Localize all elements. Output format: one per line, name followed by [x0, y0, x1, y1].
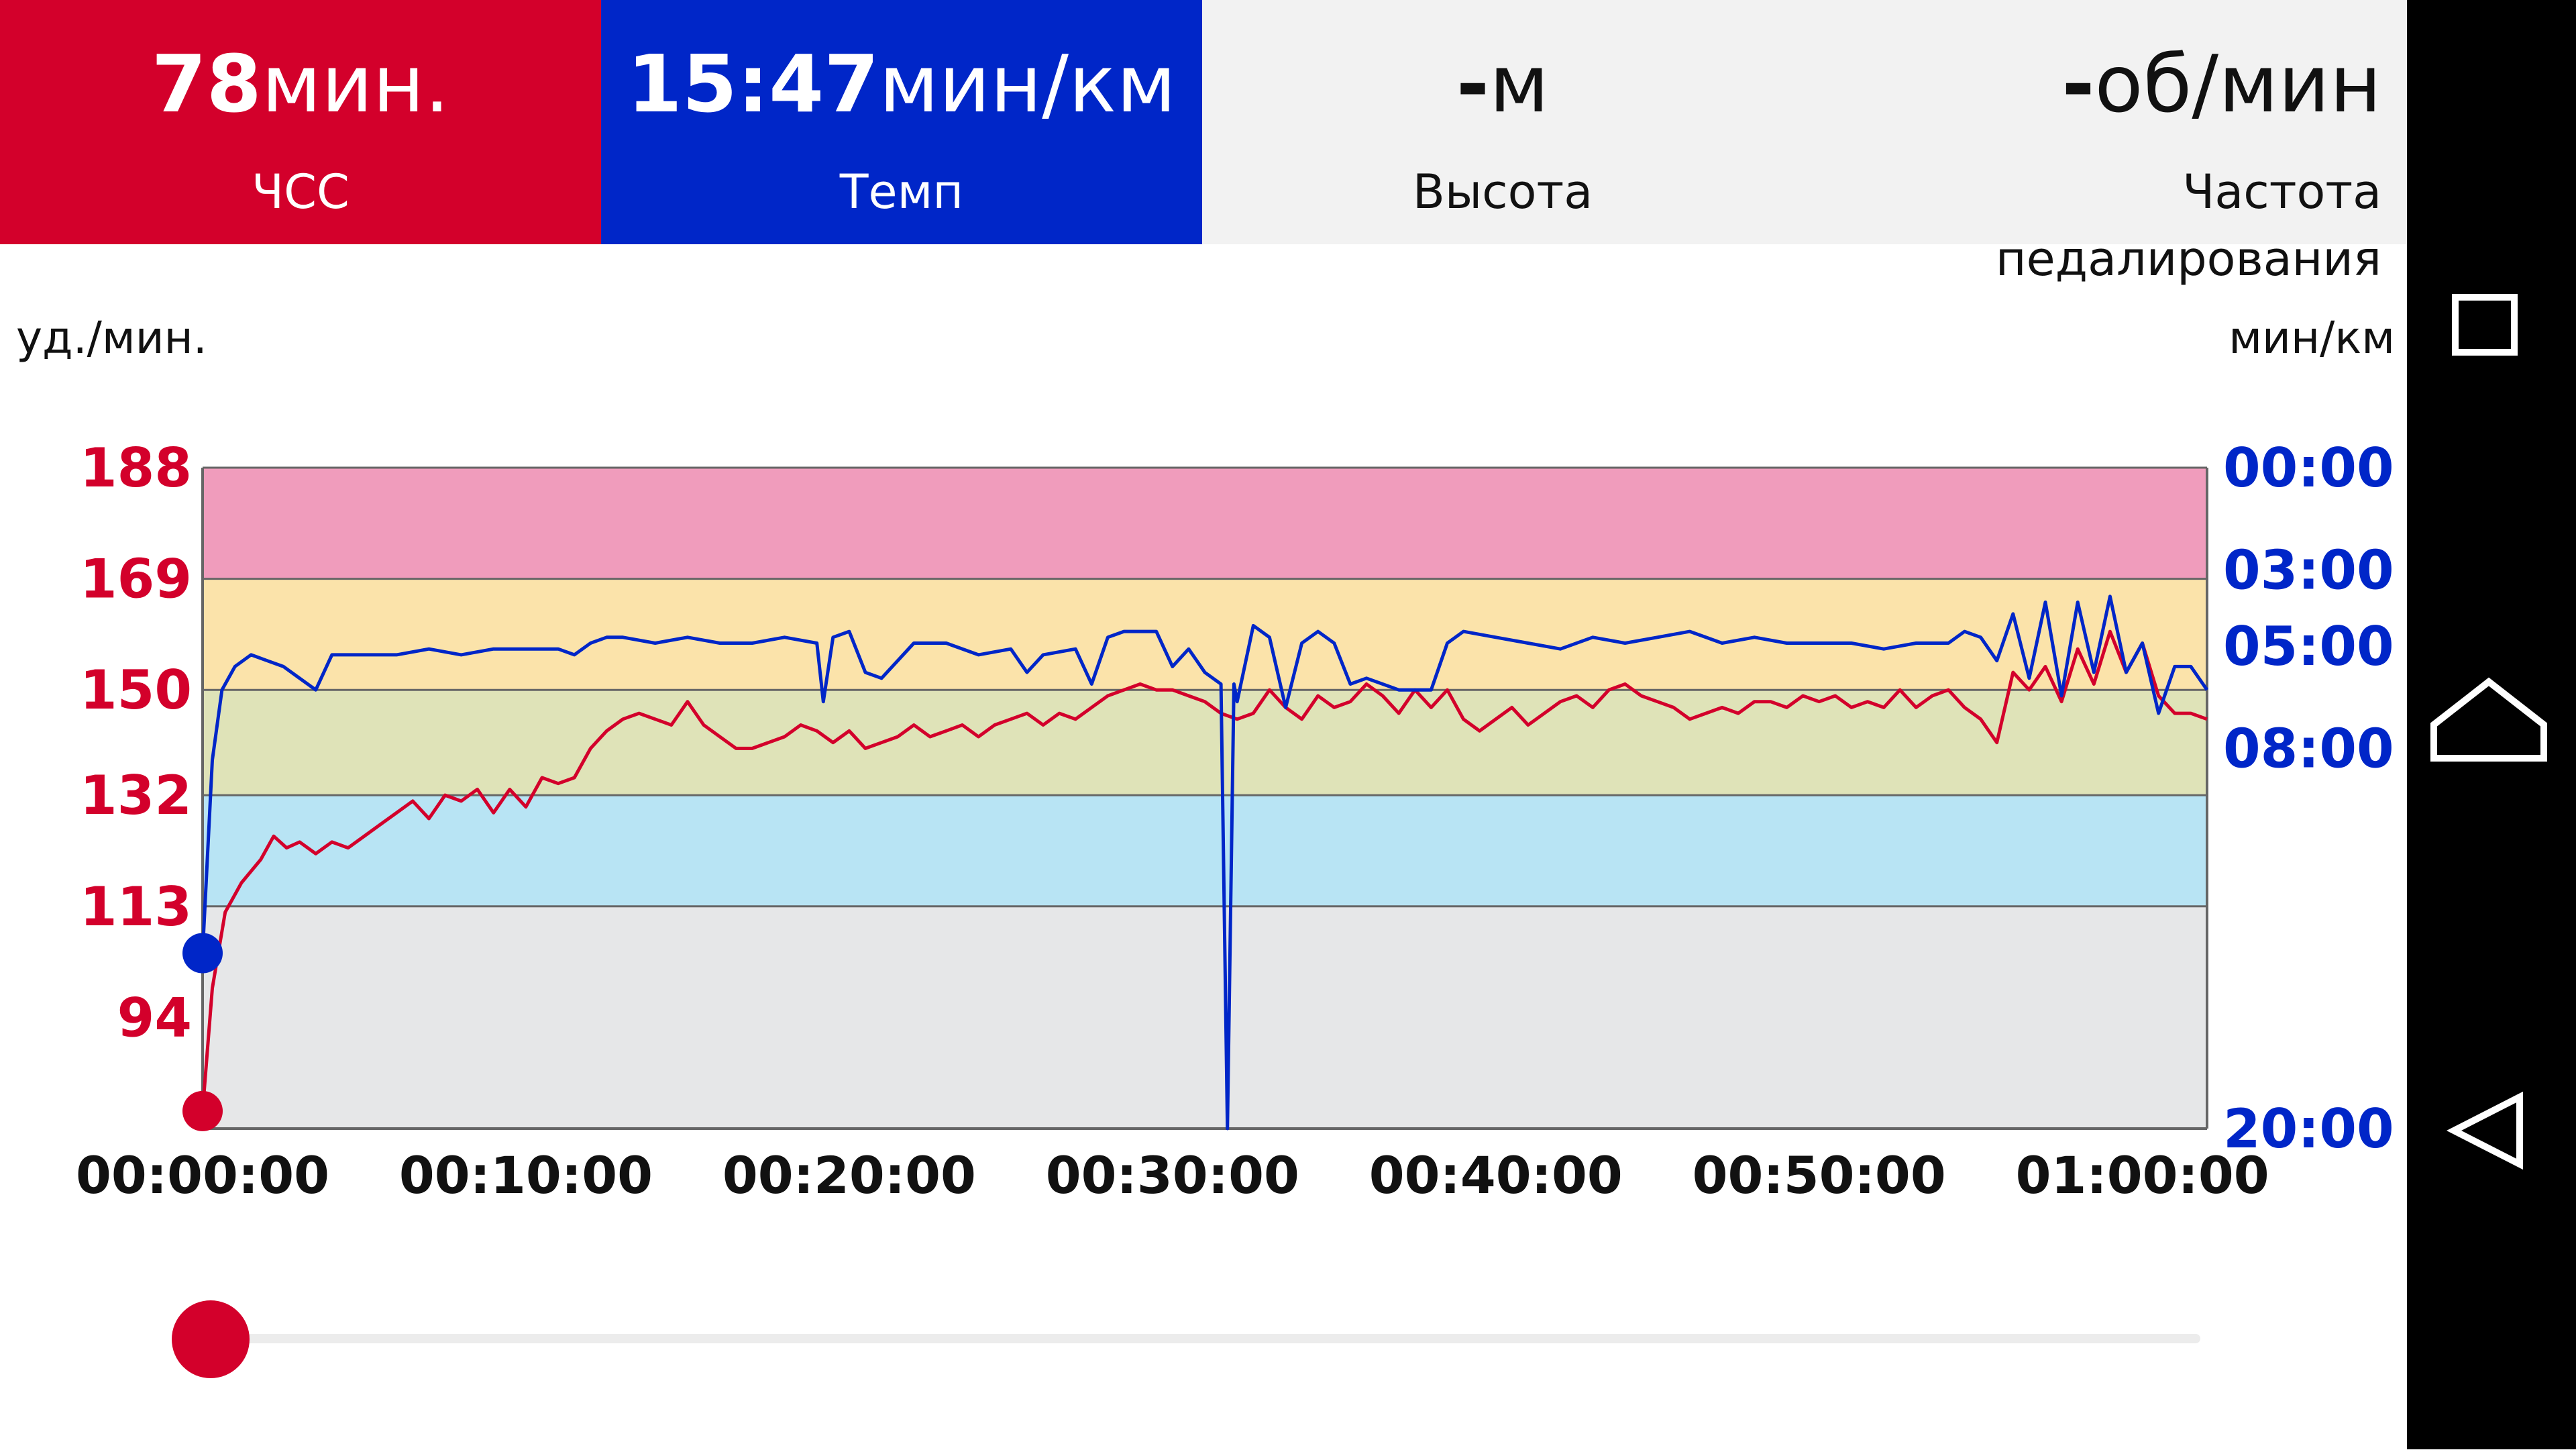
left-axis-tick: 113: [80, 876, 192, 938]
left-axis-tick: 132: [80, 764, 192, 827]
x-axis-tick: 00:10:00: [399, 1145, 653, 1205]
left-axis-tick: 169: [80, 548, 192, 611]
pace-value: 15:47мин/км: [627, 38, 1177, 130]
x-axis-tick: 00:40:00: [1369, 1145, 1623, 1205]
square-icon[interactable]: [2452, 294, 2518, 356]
pace-label: Темп: [839, 164, 964, 219]
left-axis-unit: уд./мин.: [16, 312, 207, 364]
pace-tile[interactable]: 15:47мин/км Темп: [601, 0, 1202, 244]
hr-zone-band: [203, 468, 2207, 579]
hr-pace-chart[interactable]: 188 169 150 132 113 94 00:00 03:00 05:00 08:00 20:…: [0, 403, 2407, 1208]
altitude-label: Высота: [1412, 164, 1593, 219]
right-axis-tick: 00:00: [2223, 437, 2394, 499]
altitude-tile[interactable]: -м Высота: [1202, 0, 1803, 244]
right-axis-tick: 08:00: [2223, 718, 2394, 780]
left-axis-tick: 188: [80, 437, 192, 499]
right-axis-tick: 20:00: [2223, 1098, 2394, 1160]
left-axis-tick: 150: [80, 659, 192, 721]
hr-zone-band: [203, 906, 2207, 1129]
x-axis-tick: 00:50:00: [1693, 1145, 1946, 1205]
cadence-tile[interactable]: -об/мин Частота педалирования: [1803, 0, 2407, 287]
x-axis-tick: 00:00:00: [76, 1145, 329, 1205]
heart-rate-tile[interactable]: 78мин. ЧСС: [0, 0, 601, 244]
pace-line: [201, 594, 2209, 1131]
heart-rate-line: [201, 629, 2208, 1111]
timeline-slider-track[interactable]: [208, 1334, 2200, 1343]
heart-rate-marker: [182, 1090, 223, 1131]
back-icon[interactable]: [2446, 1091, 2523, 1170]
x-axis-tick: 01:00:00: [2016, 1145, 2269, 1205]
hr-zone-band: [203, 690, 2207, 796]
right-axis-tick: 05:00: [2223, 615, 2394, 678]
hr-zone-band: [203, 795, 2207, 906]
cadence-label: Частота педалирования: [1995, 164, 2381, 287]
timeline-slider-thumb[interactable]: [172, 1300, 250, 1378]
cadence-value: -об/мин: [2061, 38, 2381, 130]
home-icon[interactable]: [2430, 677, 2547, 762]
pace-marker: [182, 933, 223, 974]
altitude-value: -м: [1456, 38, 1549, 130]
x-axis-tick: 00:20:00: [722, 1145, 976, 1205]
navigation-bar: [2407, 0, 2576, 1449]
left-axis-tick: 94: [117, 986, 192, 1049]
heart-rate-value: 78мин.: [151, 38, 450, 130]
right-axis-tick: 03:00: [2223, 539, 2394, 602]
heart-rate-label: ЧСС: [252, 164, 350, 219]
x-axis-tick: 00:30:00: [1046, 1145, 1299, 1205]
right-axis-unit: мин/км: [2229, 312, 2395, 364]
